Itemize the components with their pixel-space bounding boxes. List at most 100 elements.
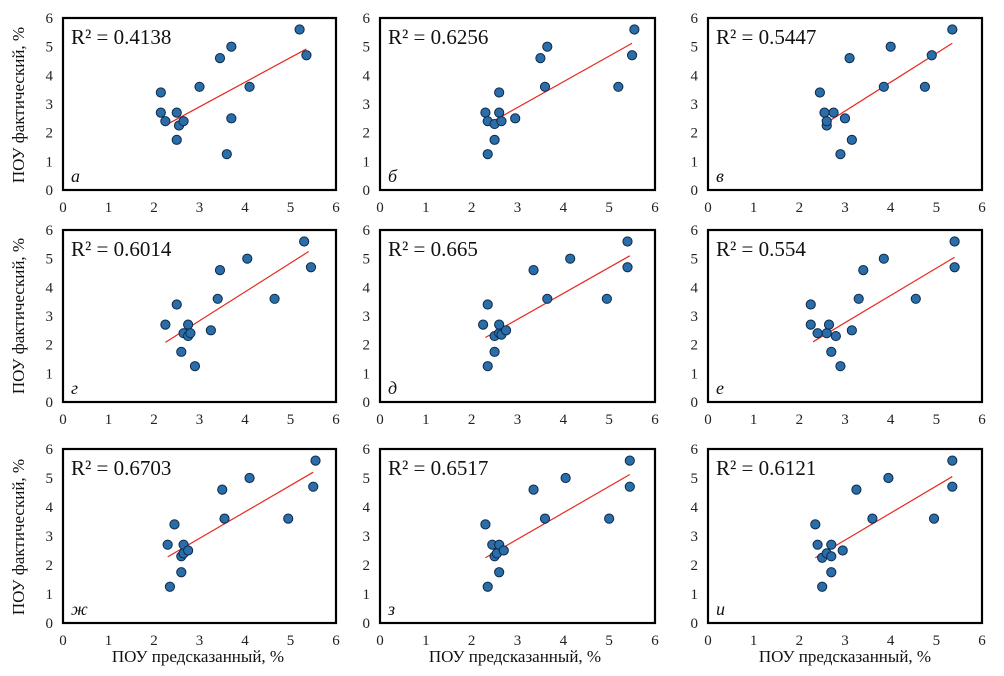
x-tick-label: 0 (376, 200, 384, 216)
data-point (169, 519, 180, 530)
data-point (624, 455, 635, 466)
y-tick-label: 6 (691, 223, 699, 239)
data-point (885, 41, 896, 52)
r-squared-label: R² = 0.6014 (71, 237, 172, 261)
y-tick-label: 5 (46, 40, 54, 56)
data-point (837, 545, 848, 556)
y-tick-label: 6 (691, 442, 699, 458)
data-point (601, 293, 612, 304)
x-tick-label: 3 (841, 200, 849, 216)
y-tick-label: 0 (46, 395, 54, 411)
y-tick-label: 3 (691, 309, 699, 325)
data-point (846, 325, 857, 336)
data-point (219, 513, 230, 524)
plot-frame (706, 228, 984, 404)
y-tick-label: 6 (46, 223, 54, 239)
data-point (226, 41, 237, 52)
y-tick-label: 0 (691, 616, 699, 632)
y-tick-label: 5 (691, 40, 699, 56)
data-point (823, 319, 835, 330)
x-tick-label: 5 (287, 633, 295, 649)
data-point (949, 262, 960, 273)
y-tick-label: 0 (46, 183, 54, 199)
x-tick-label: 4 (887, 633, 895, 649)
plot-frame (378, 228, 657, 404)
data-point (858, 265, 869, 276)
data-point (176, 567, 187, 578)
data-point (844, 53, 855, 64)
x-tick-label: 4 (887, 412, 895, 428)
scatter-panel-9: 0 1 2 3 4 5 6 0 1 2 3 4 5 6 R² = 0.6121 и (691, 442, 987, 649)
panel-label: в (716, 166, 724, 186)
data-point (560, 472, 571, 484)
data-point (926, 50, 937, 61)
y-tick-label: 2 (363, 126, 371, 142)
x-tick-label: 0 (704, 633, 712, 649)
x-tick-label: 2 (150, 633, 158, 649)
r-squared-label: R² = 0.6256 (388, 25, 488, 49)
data-point (819, 107, 830, 118)
x-axis-title-col-3: ПОУ предсказанный, % (759, 647, 931, 666)
x-tick-label: 3 (514, 633, 522, 649)
data-point (164, 581, 176, 592)
panel-label: е (716, 378, 724, 398)
y-tick-label: 0 (691, 183, 699, 199)
data-point (535, 53, 546, 64)
y-tick-label: 3 (363, 97, 371, 113)
data-point (176, 346, 187, 357)
data-point (624, 481, 635, 492)
r-squared-label: R² = 0.4138 (71, 25, 171, 49)
panel-label: г (71, 378, 78, 398)
scatter-panel-8: 0 1 2 3 4 5 6 0 1 2 3 4 5 6 R² = 0.6517 з (363, 442, 660, 649)
data-point (494, 87, 505, 98)
data-point (805, 299, 816, 310)
panel-label: д (388, 378, 397, 398)
data-point (826, 346, 837, 357)
y-tick-label: 2 (46, 338, 54, 354)
x-tick-label: 1 (105, 633, 113, 649)
data-point (947, 455, 958, 466)
y-tick-label: 2 (46, 126, 54, 142)
y-tick-label: 5 (363, 252, 371, 268)
data-point (949, 236, 960, 247)
x-tick-label: 6 (978, 412, 986, 428)
y-tick-label: 6 (691, 11, 699, 27)
data-point (817, 581, 828, 592)
x-tick-label: 1 (422, 200, 430, 216)
x-tick-label: 0 (59, 633, 67, 649)
x-tick-label: 1 (750, 412, 758, 428)
y-tick-label: 6 (46, 11, 54, 27)
x-tick-label: 3 (841, 633, 849, 649)
y-tick-label: 5 (363, 40, 371, 56)
scatter-panel-3: 0 1 2 3 4 5 6 0 1 2 3 4 5 6 R² = 0.5447 в (691, 11, 987, 216)
y-tick-label: 5 (691, 252, 699, 268)
y-tick-label: 4 (46, 68, 54, 84)
y-tick-label: 1 (46, 366, 54, 382)
data-point (214, 53, 226, 64)
data-point (489, 134, 500, 145)
x-tick-label: 6 (332, 200, 340, 216)
x-tick-label: 6 (651, 412, 659, 428)
x-tick-label: 5 (605, 633, 613, 649)
plot-frame (378, 16, 657, 192)
x-tick-label: 3 (196, 200, 204, 216)
y-tick-label: 1 (363, 154, 371, 170)
plot-frame (61, 16, 338, 192)
scatter-panel-5: 0 1 2 3 4 5 6 0 1 2 3 4 5 6 R² = 0.665 д (363, 223, 660, 428)
y-tick-label: 6 (363, 223, 371, 239)
plot-frame (706, 447, 984, 625)
data-point (205, 325, 216, 336)
plot-frame (61, 228, 338, 404)
panel-label: и (716, 599, 725, 619)
data-point (212, 293, 223, 304)
x-tick-label: 4 (560, 200, 568, 216)
x-tick-label: 6 (978, 200, 986, 216)
x-tick-label: 6 (332, 412, 340, 428)
data-point (878, 81, 889, 92)
data-point (480, 107, 491, 118)
data-point (171, 134, 182, 145)
data-point (269, 293, 280, 304)
y-tick-label: 4 (46, 500, 54, 516)
data-point (299, 236, 310, 247)
